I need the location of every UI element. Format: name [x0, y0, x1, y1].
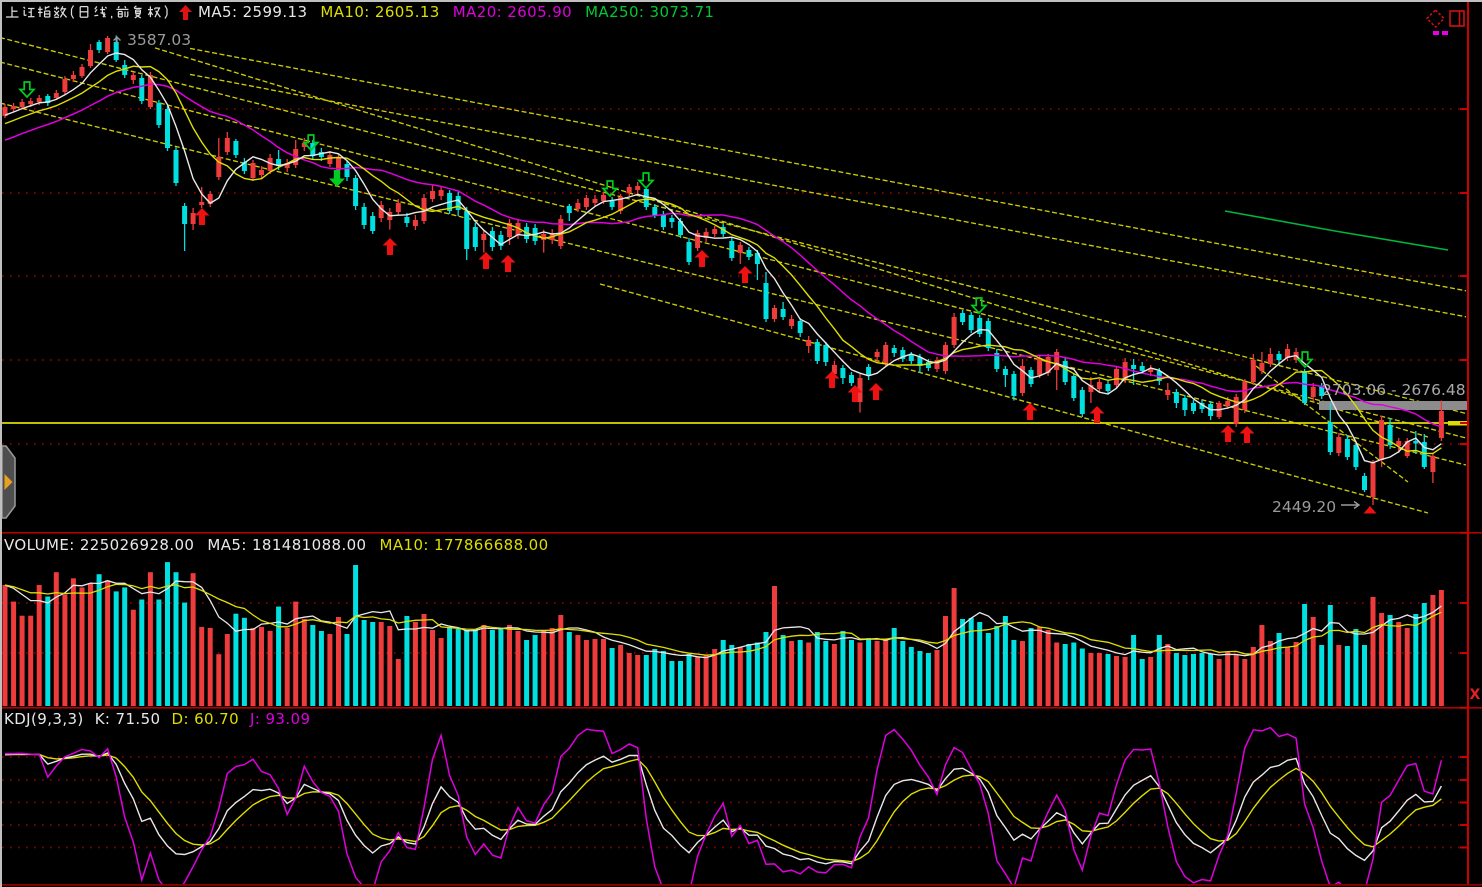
kdj-k-label: K: 71.50 — [94, 709, 161, 728]
trendline[interactable] — [189, 73, 1467, 318]
kdj-j-label: J: 93.09 — [250, 709, 311, 728]
buy-signal-arrow-icon — [694, 250, 710, 267]
buy-signal-arrow-icon — [382, 238, 398, 255]
gap-zone-band — [1319, 401, 1467, 410]
magenta-marker-2 — [1442, 31, 1448, 35]
magenta-marker-1 — [1433, 31, 1439, 35]
trendline[interactable] — [0, 36, 1467, 415]
main-chart-header: MA5: 2599.13 MA10: 2605.13 MA20: 2605.90… — [4, 3, 714, 21]
ma20-line — [4, 83, 1442, 428]
sell-signal-arrow-icon — [302, 134, 320, 152]
volume-value-label: VOLUME: 225026928.00 — [4, 535, 195, 554]
kdj-header: KDJ(9,3,3) K: 71.50 D: 60.70 J: 93.09 — [4, 710, 310, 728]
volume-kdj-separator[interactable] — [0, 707, 1482, 709]
split-window-icon[interactable] — [1449, 10, 1465, 27]
buy-signal-arrow-icon — [1239, 426, 1255, 443]
kdj-name-label: KDJ(9,3,3) — [4, 709, 84, 728]
buy-signal-arrow-icon — [868, 383, 884, 400]
buy-signal-arrow-icon — [737, 266, 753, 283]
sell-signal-arrow-icon — [1296, 351, 1314, 369]
volume-header: VOLUME: 225026928.00 MA5: 181481088.00 M… — [4, 536, 549, 554]
low-price-label: 2449.20 — [1272, 498, 1336, 516]
volume-ma5-label: MA5: 181481088.00 — [207, 535, 367, 554]
kdj-k-line — [4, 752, 1443, 865]
trendline[interactable] — [154, 47, 1429, 438]
sell-signal-arrow-icon — [601, 180, 619, 198]
gap-zone-label: 2703.06 - 2676.48 — [1322, 381, 1466, 399]
ma250-legend: MA250: 3073.71 — [585, 2, 715, 21]
window-top-border — [0, 0, 1482, 2]
volume-bars[interactable] — [2, 562, 1444, 706]
ma250-line — [1224, 210, 1449, 251]
buy-signal-arrow-icon — [1089, 406, 1105, 423]
main-volume-separator[interactable] — [0, 532, 1482, 534]
left-panel-expand-icon — [4, 474, 13, 490]
buy-signal-arrow-icon — [1220, 425, 1236, 442]
window-left-border — [0, 0, 2, 887]
axis-ticks — [1460, 108, 1468, 849]
ma20-legend: MA20: 2605.90 — [452, 2, 573, 21]
sell-signal-arrow-solid-icon — [329, 170, 345, 187]
kdj-j-line — [5, 726, 1443, 884]
kdj-d-label: D: 60.70 — [171, 709, 240, 728]
sell-signal-arrow-icon — [637, 172, 655, 190]
ma10-legend: MA10: 2605.13 — [320, 2, 440, 21]
volume-ma10-label: MA10: 177866688.00 — [379, 535, 549, 554]
bottom-border — [0, 884, 1482, 886]
buy-signal-arrow-icon — [824, 371, 840, 388]
buy-signal-arrow-icon — [500, 255, 516, 272]
peak-pointer-icon — [113, 36, 121, 44]
volume-ma5-line — [4, 580, 1442, 659]
buy-signal-arrow-icon — [478, 252, 494, 269]
peak-price-label: 3587.03 — [127, 31, 191, 49]
ma5-legend: MA5: 2599.13 — [198, 2, 308, 21]
sell-signal-arrow-icon — [970, 297, 988, 315]
sell-signal-arrow-icon — [18, 81, 36, 99]
ma10-line — [4, 65, 1442, 455]
buy-signal-arrow-icon — [194, 208, 210, 225]
trendline[interactable] — [1255, 365, 1409, 483]
volume-ma10-line — [4, 583, 1442, 656]
ma5-line — [4, 52, 1442, 464]
diamond-icon[interactable] — [1425, 8, 1446, 29]
horizontal-line-tail — [1448, 421, 1468, 426]
low-marker-icon — [1363, 506, 1377, 514]
trendline[interactable] — [189, 47, 1467, 292]
page-title — [4, 4, 172, 21]
buy-signal-arrow-icon — [1022, 403, 1038, 420]
candlesticks[interactable] — [2, 35, 1444, 506]
buy-signal-arrow-icon — [847, 385, 863, 402]
low-pointer-arrow — [1341, 500, 1361, 510]
up-arrow-icon — [179, 4, 192, 20]
kdj-d-line — [4, 753, 1442, 863]
pane-close-button[interactable]: X — [1470, 687, 1481, 703]
